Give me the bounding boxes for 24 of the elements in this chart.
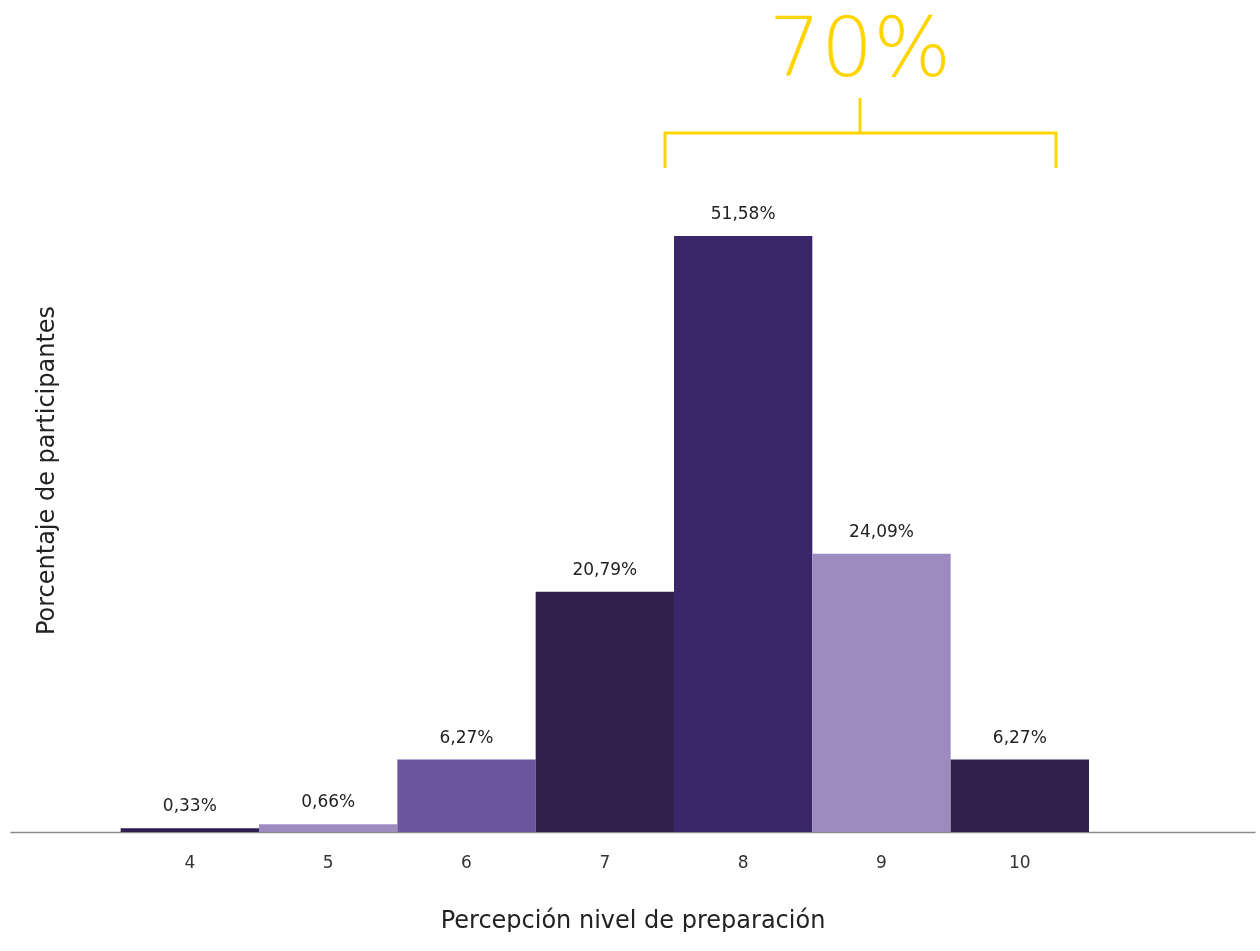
y-axis-title: Porcentaje de participantes [31, 305, 60, 636]
data-label: 6,27% [992, 726, 1047, 747]
x-tick-label: 4 [184, 851, 196, 872]
text: 70% [767, 0, 953, 95]
bar [535, 591, 674, 832]
x-tick-label: 6 [461, 851, 472, 872]
x-tick-label: 5 [322, 851, 334, 872]
x-tick-label: 8 [737, 851, 749, 872]
x-tick-label: 10 [1009, 851, 1031, 872]
bar [812, 553, 951, 832]
data-label: 0,33% [162, 795, 217, 816]
bar [120, 828, 259, 832]
data-label: 20,79% [572, 558, 638, 579]
bar [259, 824, 398, 832]
bar [397, 759, 536, 832]
bar [950, 759, 1089, 832]
data-label: 6,27% [439, 726, 494, 747]
data-label: 51,58% [710, 203, 776, 223]
x-axis-title: Percepción nivel de preparación [440, 905, 826, 934]
x-tick-label: 7 [599, 851, 611, 872]
x-tick-label: 9 [876, 851, 887, 872]
bar [674, 236, 813, 832]
data-label: 0,66% [301, 791, 356, 812]
data-label: 24,09% [849, 520, 914, 541]
